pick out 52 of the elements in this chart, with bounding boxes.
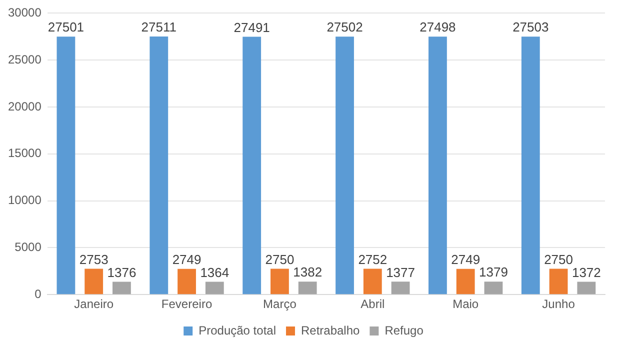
y-tick-label: 0 [34,286,42,301]
bar [363,268,382,294]
y-tick-label: 25000 [8,52,42,66]
data-label: 27501 [48,20,84,35]
data-label: 1376 [107,264,136,280]
x-tick-label: Janeiro [74,297,114,312]
data-label: 2753 [79,252,108,267]
bar [577,282,596,294]
data-label: 2749 [172,252,202,267]
legend-label: Refugo [384,323,424,338]
bar [521,36,540,294]
bar [391,282,410,294]
x-tick-label: Março [263,297,297,312]
bar [178,268,196,294]
bar [298,282,317,294]
data-label: 27498 [420,20,456,35]
bar [484,282,503,294]
data-label: 1377 [386,264,415,280]
bar [428,36,447,294]
data-label: 2749 [451,252,480,267]
x-tick-label: Abril [360,297,385,312]
bar [150,36,168,294]
data-label: 2752 [358,252,388,267]
data-label: 27491 [234,20,270,35]
legend-label: Produção total [198,323,276,338]
bar [549,268,568,294]
y-tick-label: 10000 [8,193,42,208]
data-label: 1379 [479,264,508,280]
data-label: 1382 [293,264,322,280]
bar [84,268,104,294]
data-label: 27511 [141,20,176,35]
bar [242,36,262,294]
x-tick-label: Junho [542,297,576,312]
bar [456,268,475,294]
y-tick-label: 15000 [8,146,42,160]
data-label: 2750 [265,252,294,267]
data-label: 1364 [200,264,230,280]
bar [205,282,224,294]
y-tick-label: 20000 [8,99,42,114]
y-tick-label: 5000 [14,240,42,254]
x-tick-label: Maio [452,297,479,312]
data-label: 2750 [544,252,573,267]
bar [270,268,289,294]
legend-label: Retrabalho [300,323,360,338]
data-label: 1372 [572,264,601,280]
data-label: 27502 [326,20,363,35]
data-label: 27503 [512,20,549,35]
bar [336,36,354,294]
y-tick-label: 30000 [8,6,42,20]
bar [112,282,131,294]
bar [56,36,76,294]
x-tick-label: Fevereiro [161,297,212,312]
